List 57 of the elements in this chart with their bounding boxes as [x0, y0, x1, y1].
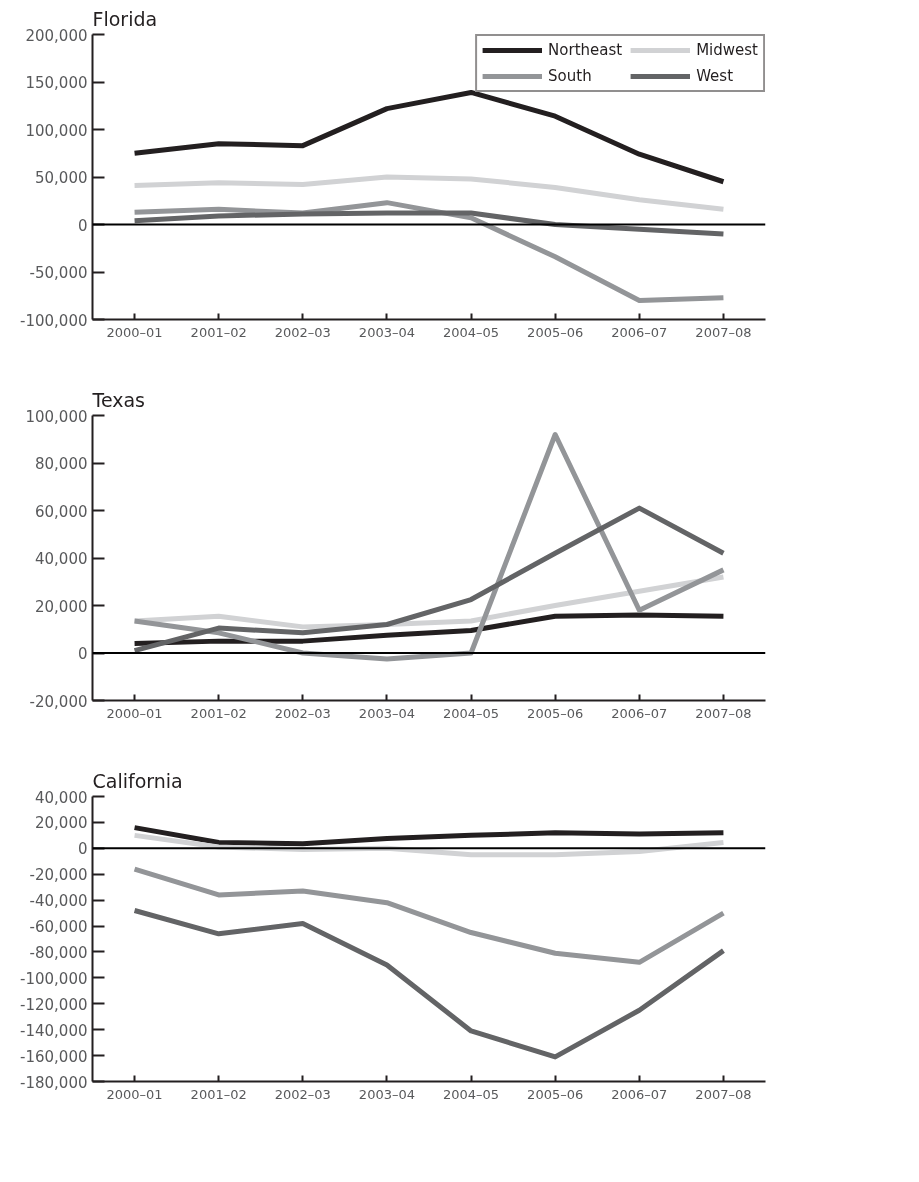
- x-tick-label: 2004–05: [443, 324, 500, 340]
- y-tick-label: -180,000: [20, 1073, 88, 1092]
- x-tick-label: 2007–08: [695, 705, 752, 721]
- y-tick-label: -50,000: [29, 264, 88, 282]
- x-tick-label: 2000–01: [106, 324, 163, 340]
- x-tick-label: 2007–08: [695, 1086, 752, 1102]
- legend-label: Northeast: [548, 41, 623, 59]
- x-tick-label: 2001–02: [190, 705, 247, 721]
- y-tick-label: 20,000: [35, 597, 88, 616]
- y-tick-label: 40,000: [35, 550, 88, 568]
- legend-label: West: [696, 67, 734, 85]
- y-tick-label: -140,000: [20, 1021, 88, 1040]
- y-tick-label: 100,000: [25, 407, 88, 426]
- y-tick-label: -40,000: [29, 892, 88, 911]
- y-tick-label: -60,000: [29, 918, 88, 937]
- y-tick-label: 80,000: [35, 455, 88, 473]
- y-tick-label: 0: [77, 840, 88, 859]
- x-tick-label: 2001–02: [190, 324, 247, 340]
- legend-label: South: [548, 67, 592, 85]
- y-tick-label: 0: [77, 645, 88, 663]
- chart-title: Florida: [92, 7, 158, 30]
- x-tick-label: 2004–05: [443, 705, 500, 721]
- x-tick-label: 2003–04: [358, 1086, 416, 1102]
- y-tick-label: 60,000: [35, 502, 88, 521]
- x-tick-label: 2007–08: [695, 324, 752, 340]
- y-tick-label: -20,000: [29, 692, 88, 711]
- x-tick-label: 2002–03: [274, 705, 331, 721]
- y-tick-label: 200,000: [25, 26, 88, 45]
- y-tick-label: 0: [77, 216, 88, 235]
- y-tick-label: 150,000: [25, 74, 88, 92]
- x-tick-label: 2005–06: [527, 324, 584, 340]
- x-tick-label: 2003–04: [358, 324, 416, 340]
- x-tick-label: 2000–01: [106, 705, 163, 721]
- y-tick-label: 40,000: [35, 788, 88, 807]
- x-tick-label: 2000–01: [106, 1086, 163, 1102]
- y-tick-label: 20,000: [35, 814, 88, 833]
- x-tick-label: 2002–03: [274, 1086, 331, 1102]
- x-tick-label: 2005–06: [527, 1086, 584, 1102]
- x-tick-label: 2004–05: [443, 1086, 500, 1102]
- y-tick-label: 50,000: [35, 169, 88, 187]
- y-tick-label: -160,000: [20, 1047, 88, 1066]
- chart-title: California: [92, 769, 183, 792]
- x-tick-label: 2006–07: [611, 1086, 668, 1102]
- y-tick-label: -100,000: [20, 311, 88, 330]
- y-tick-label: -80,000: [29, 943, 88, 962]
- y-tick-label: -100,000: [20, 969, 88, 988]
- x-tick-label: 2002–03: [274, 324, 331, 340]
- x-tick-label: 2005–06: [527, 705, 584, 721]
- y-tick-label: -120,000: [20, 995, 88, 1014]
- y-tick-label: -20,000: [29, 866, 88, 885]
- chart-title: Texas: [91, 388, 146, 411]
- legend-label: Midwest: [696, 41, 758, 59]
- x-tick-label: 2006–07: [611, 705, 668, 721]
- x-tick-label: 2006–07: [611, 324, 668, 340]
- x-tick-label: 2003–04: [358, 705, 416, 721]
- x-tick-label: 2001–02: [190, 1086, 247, 1102]
- y-tick-label: 100,000: [25, 121, 88, 140]
